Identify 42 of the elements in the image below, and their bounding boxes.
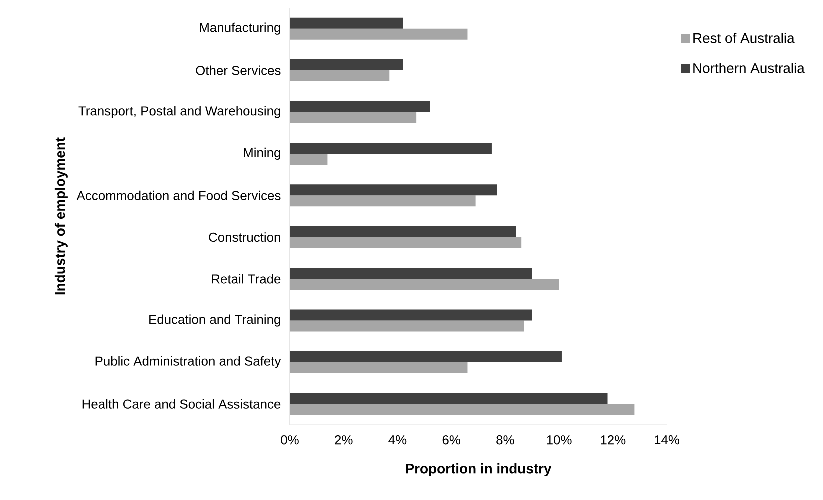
y-tick-label: Public Administration and Safety: [96, 356, 282, 368]
y-tick-label: Retail Trade: [212, 274, 281, 284]
bar: [290, 28, 468, 40]
x-axis-title: Proportion in industry: [406, 464, 552, 477]
x-tick-label: 8%: [496, 436, 514, 445]
bar: [290, 404, 635, 416]
bar: [290, 101, 430, 112]
bar: [290, 393, 608, 404]
bar: [290, 196, 476, 207]
bar: [290, 310, 532, 321]
y-tick-label: Mining: [244, 148, 280, 160]
bar: [290, 70, 390, 82]
bar: [290, 320, 524, 332]
bar: [290, 226, 516, 238]
bar: [290, 154, 328, 165]
bar: [290, 268, 532, 280]
y-tick-label: Other Services: [196, 66, 281, 76]
bar: [290, 362, 468, 374]
y-tick-label: Accommodation and Food Services: [76, 190, 281, 200]
x-tick-label: 2%: [335, 436, 353, 445]
bar: [290, 184, 498, 196]
x-tick-label: 14%: [655, 436, 680, 445]
x-tick-label: 0%: [281, 436, 299, 445]
bar: [290, 18, 404, 29]
y-tick-label: Manufacturing: [200, 22, 280, 35]
y-tick-label: Construction: [209, 232, 280, 242]
y-tick-label: Health Care and Social Assistance: [82, 399, 281, 409]
legend-label: Rest of Australia: [694, 33, 795, 44]
bar: [290, 237, 522, 248]
x-tick-label: 6%: [442, 436, 460, 445]
y-axis-title: Industry of employment: [54, 138, 68, 295]
bar: [290, 279, 560, 290]
x-tick-label: 10%: [547, 436, 572, 445]
y-tick-label: Education and Training: [150, 314, 280, 327]
bar: [290, 112, 417, 124]
bar: [290, 60, 404, 71]
y-tick-label: Transport, Postal and Warehousing: [78, 106, 280, 118]
x-tick-label: 4%: [388, 436, 407, 445]
bar: [290, 351, 562, 362]
legend-label: Northern Australia: [694, 63, 805, 74]
bar: [290, 142, 492, 154]
x-tick-label: 12%: [601, 436, 626, 445]
